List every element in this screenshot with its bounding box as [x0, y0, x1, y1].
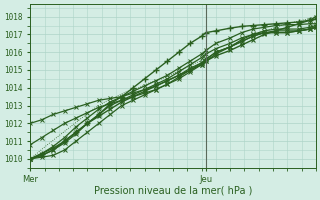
X-axis label: Pression niveau de la mer( hPa ): Pression niveau de la mer( hPa ) [94, 186, 252, 196]
